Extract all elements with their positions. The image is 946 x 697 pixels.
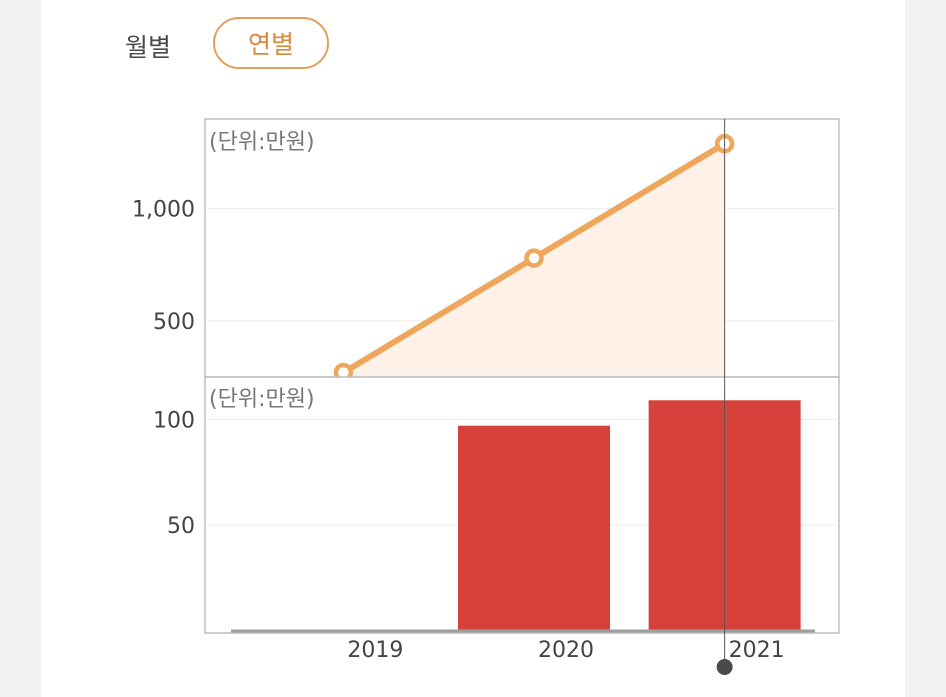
bar-2020 <box>458 425 610 631</box>
tab-yearly-selected[interactable]: 연별 <box>213 17 329 69</box>
x-tick-label-2020: 2020 <box>538 638 594 663</box>
line-chart-unit-label: (단위:만원) <box>209 130 315 155</box>
line-chart-y-axis: 500 1,000 <box>132 198 195 335</box>
bar-chart-unit-label: (단위:만원) <box>209 387 315 412</box>
line-point <box>524 248 544 268</box>
line-y-tick-label: 1,000 <box>132 198 195 223</box>
crosshair-handle <box>716 659 733 675</box>
line-chart-panel: 500 1,000 (단위:만원) <box>132 118 840 383</box>
chart-card: 월별 연별 500 1,000 (단위:만원) 50 100 (단위:만원) 201… <box>41 0 905 697</box>
bar-y-tick-label: 100 <box>153 408 195 433</box>
period-toggle: 월별 연별 <box>41 0 905 90</box>
bar-chart-panel: 50 100 (단위:만원) 2019 2020 2021 <box>153 376 840 663</box>
x-axis-tick-labels: 2019 2020 2021 <box>347 638 784 663</box>
bar-y-tick-label: 50 <box>167 514 195 539</box>
line-y-tick-label: 500 <box>153 310 195 335</box>
chart-crosshair[interactable] <box>716 119 733 675</box>
x-tick-label-2019: 2019 <box>347 638 403 663</box>
tab-monthly[interactable]: 월별 <box>125 33 172 62</box>
x-tick-label-2021: 2021 <box>729 638 785 663</box>
bar-chart-y-axis: 50 100 <box>153 408 195 539</box>
